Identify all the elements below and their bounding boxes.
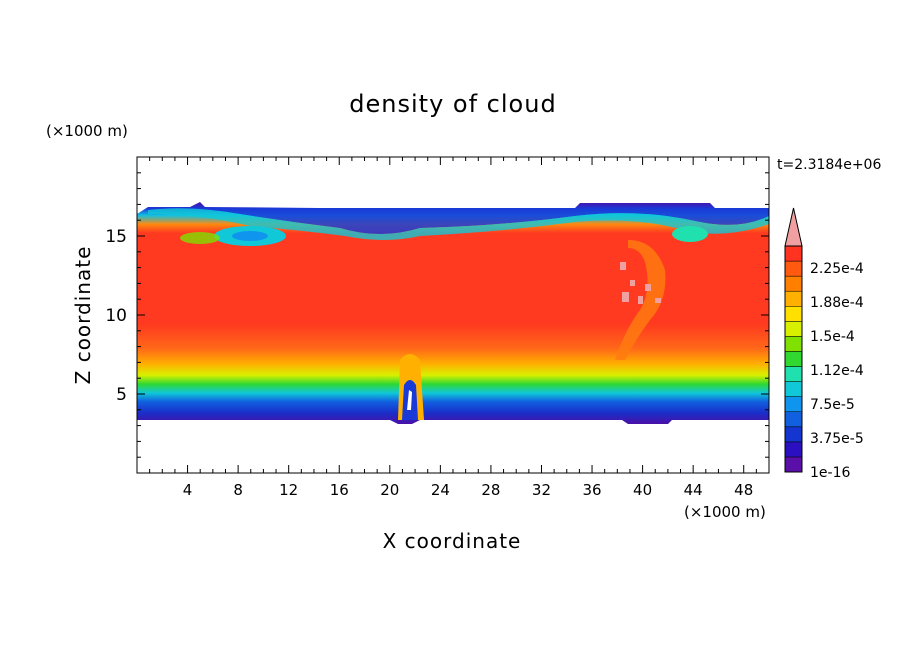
colorbar-level [784,336,803,352]
updraft-void [407,390,412,410]
cloud-top-layer [148,208,769,234]
colorbar-level [784,456,803,473]
x-tick-label: 24 [431,481,450,499]
colorbar: 2.25e-4 1.88e-4 1.5e-4 1.12e-4 7.5e-5 3.75e-5… [784,207,864,481]
x-tick-label: 28 [481,481,500,499]
colorbar-level [784,426,803,443]
colorbar-level [784,245,803,262]
y-axis-label: Z coordinate [71,246,95,385]
x-tick-label: 8 [233,481,243,499]
y-axis-unit: (×1000 m) [46,122,128,140]
colorbar-level [784,306,803,322]
colorbar-label: 1.88e-4 [810,295,864,311]
colorbar-level [784,441,803,458]
x-tick-label: 48 [734,481,753,499]
colorbar-level [784,396,803,412]
eddy-left-core [232,231,268,241]
colorbar-label: 1.12e-4 [810,363,864,379]
colorbar-level [784,321,803,337]
colorbar-label: 7.5e-5 [810,397,855,413]
x-tick-label: 12 [279,481,298,499]
x-axis-label: X coordinate [383,529,522,553]
x-tick-label: 32 [532,481,551,499]
colorbar-level [784,366,803,382]
colorbar-level [784,275,803,292]
colorbar-level [784,290,803,307]
plume-pink-patches [620,262,661,304]
colorbar-label: 1.5e-4 [810,329,855,345]
x-tick-label: 40 [633,481,652,499]
colorbar-label: 2.25e-4 [810,261,864,277]
colorbar-level [784,351,803,367]
x-tick-label: 20 [380,481,399,499]
colorbar-label: 3.75e-5 [810,431,864,447]
colorbar-level [784,381,803,397]
x-tick-label: 44 [684,481,703,499]
y-tick-label: 5 [116,385,127,405]
y-tick-label: 10 [105,306,127,326]
colorbar-frame [784,245,803,473]
x-tick-label: 16 [330,481,349,499]
density-field [137,202,769,424]
chart-title: density of cloud [349,90,556,118]
colorbar-level [784,411,803,428]
colorbar-label: 1e-16 [810,465,850,481]
colorbar-level [784,260,803,277]
cloud-top-cyan [148,208,769,240]
eddy-left-edge [180,232,220,244]
cloud-band [137,202,769,424]
time-label: t=2.3184e+06 [777,157,881,173]
colorbar-extend-triangle [784,207,803,247]
y-tick-label: 15 [105,227,127,247]
convective-plume [615,240,666,360]
x-tick-label: 4 [183,481,193,499]
eddy-right [672,226,708,242]
x-axis-unit: (×1000 m) [684,503,766,521]
x-tick-label: 36 [582,481,601,499]
